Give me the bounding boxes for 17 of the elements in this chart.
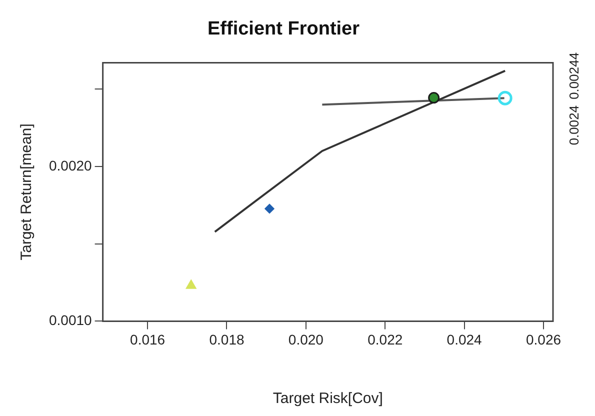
chart-title: Efficient Frontier <box>207 18 360 40</box>
y-tick-label: 0.0020 <box>48 157 92 174</box>
y-tick-label: 0.0010 <box>48 312 92 328</box>
x-tick-label: 0.024 <box>446 331 482 348</box>
point <box>428 92 440 104</box>
x-tick-label: 0.016 <box>130 331 166 348</box>
x-tick-label: 0.022 <box>368 331 403 348</box>
point <box>498 90 512 106</box>
x-tick-label: 0.020 <box>288 331 324 348</box>
x-tick-label: 0.026 <box>526 331 562 348</box>
x-axis-title: Target Risk[Cov] <box>272 390 383 408</box>
y-axis-title: Target Return[mean] <box>18 124 36 260</box>
text: 0.0024 <box>566 105 582 146</box>
point <box>186 280 196 289</box>
point <box>264 204 274 214</box>
x-tick-label: 0.018 <box>209 331 244 348</box>
text: 0.00244 <box>566 52 582 100</box>
